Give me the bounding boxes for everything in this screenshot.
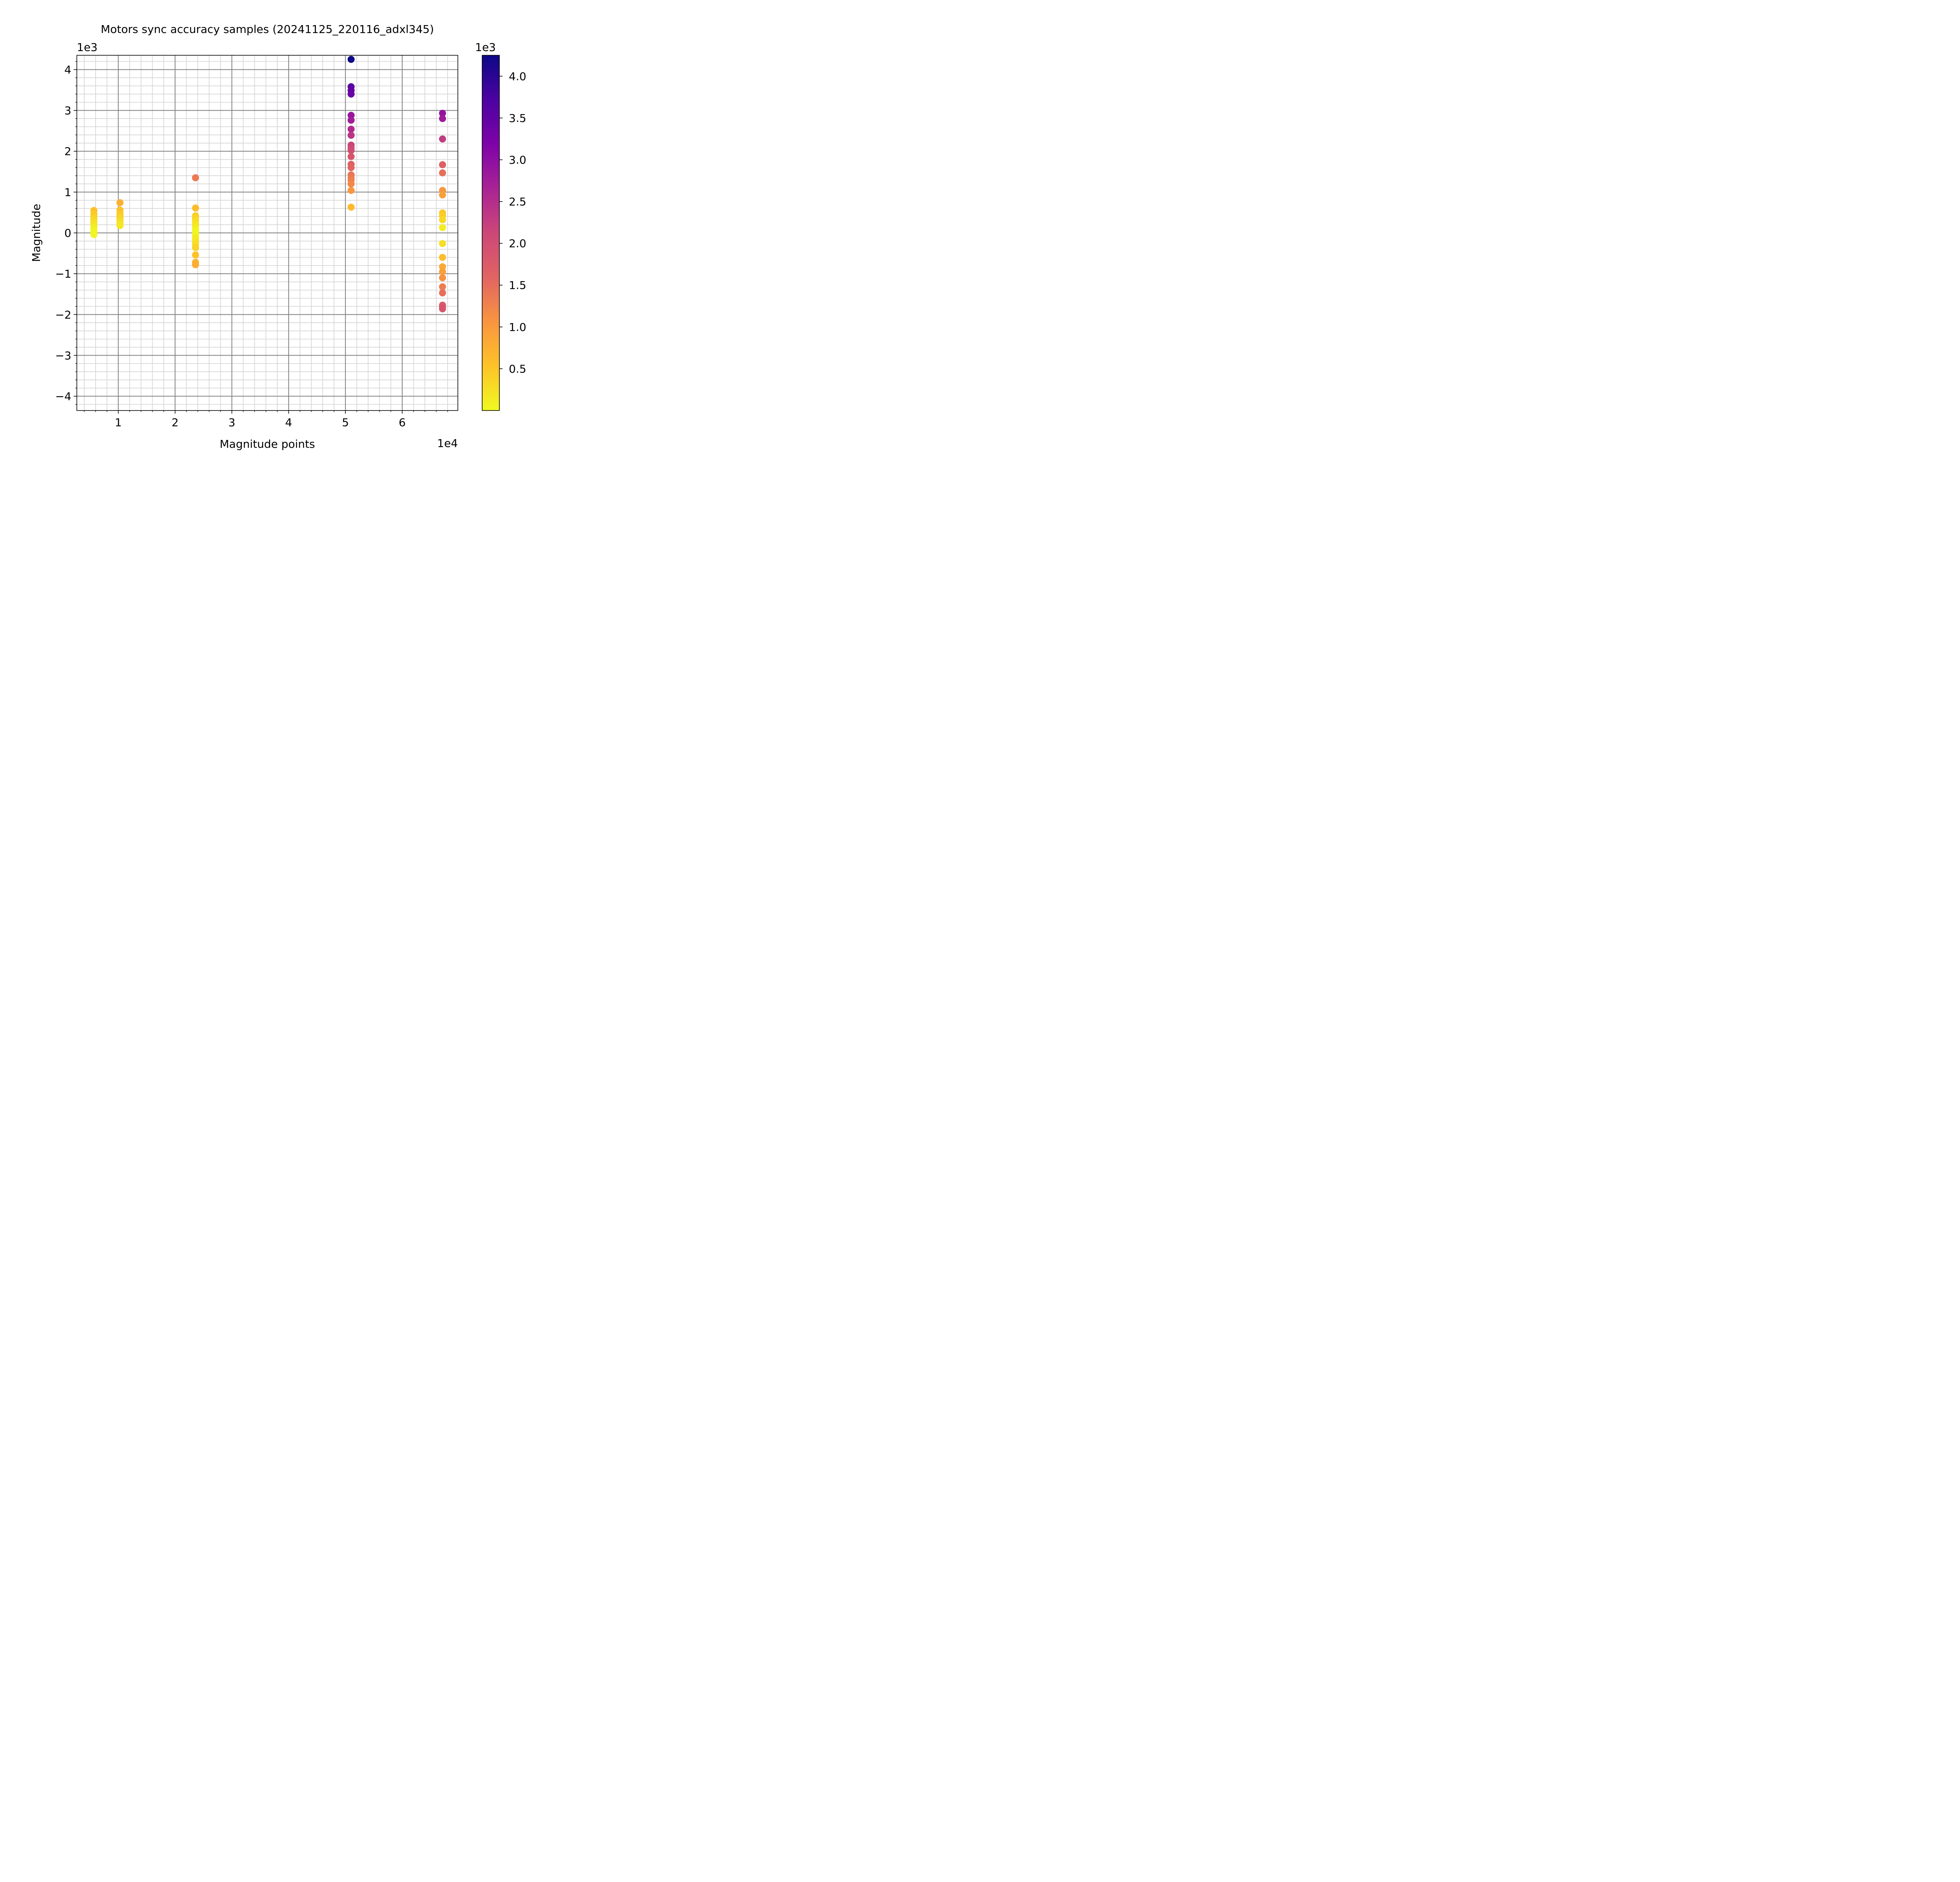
scatter-point xyxy=(347,153,355,160)
colorbar-offset-label: 1e3 xyxy=(475,41,496,54)
colorbar-tick-label: 1.5 xyxy=(509,279,526,292)
scatter-point xyxy=(90,231,98,238)
x-axis-label: Magnitude points xyxy=(220,438,315,451)
scatter-point xyxy=(439,115,446,122)
colorbar-tick-label: 1.0 xyxy=(509,321,526,334)
y-tick-label: −3 xyxy=(55,349,71,362)
scatter-point xyxy=(347,125,355,133)
scatter-point xyxy=(439,283,446,291)
x-tick-label: 3 xyxy=(229,416,236,429)
scatter-point xyxy=(439,268,446,275)
scatter-point xyxy=(439,224,446,231)
y-tick-label: 4 xyxy=(64,63,71,76)
colorbar-tick-label: 2.5 xyxy=(509,195,526,208)
scatter-point xyxy=(439,135,446,143)
y-offset-label: 1e3 xyxy=(77,41,98,54)
scatter-point xyxy=(347,180,355,188)
scatter-point xyxy=(347,56,355,63)
colorbar-tick-label: 3.0 xyxy=(509,153,526,166)
axis-ticks: 1 2 3 4 5 6 −4 −3 −2 −1 0 1 2 3 4 xyxy=(55,61,448,429)
scatter-point xyxy=(192,204,199,212)
y-tick-label: −2 xyxy=(55,308,71,321)
y-tick-label: 1 xyxy=(64,186,71,199)
x-tick-label: 2 xyxy=(172,416,179,429)
colorbar-tick-label: 2.0 xyxy=(509,237,526,250)
colorbar-tick-label: 4.0 xyxy=(509,70,526,83)
scatter-point xyxy=(192,174,199,182)
x-tick-label: 4 xyxy=(285,416,292,429)
scatter-point xyxy=(439,161,446,169)
scatter-point xyxy=(192,244,199,251)
chart-title: Motors sync accuracy samples (20241125_2… xyxy=(101,23,434,36)
scatter-point xyxy=(116,222,124,229)
scatter-chart: 1 2 3 4 5 6 −4 −3 −2 −1 0 1 2 3 4 Motors sync accuracy… xyxy=(30,23,526,451)
scatter-point xyxy=(439,274,446,282)
x-tick-label: 6 xyxy=(399,416,406,429)
scatter-point xyxy=(439,191,446,199)
colorbar-ticks: 0.5 1.0 1.5 2.0 2.5 3.0 3.5 4.0 xyxy=(499,70,526,375)
y-tick-label: 2 xyxy=(64,145,71,158)
chart-figure: 1 2 3 4 5 6 −4 −3 −2 −1 0 1 2 3 4 Motors sync accuracy… xyxy=(0,0,608,456)
colorbar-tick-label: 3.5 xyxy=(509,112,526,125)
scatter-points xyxy=(90,56,446,312)
scatter-point xyxy=(439,216,446,223)
scatter-point xyxy=(439,263,446,271)
x-tick-label: 1 xyxy=(115,416,122,429)
x-tick-label: 5 xyxy=(342,416,349,429)
scatter-point xyxy=(347,112,355,119)
y-tick-label: 0 xyxy=(64,227,71,240)
major-grid xyxy=(77,55,458,411)
scatter-point xyxy=(347,116,355,124)
y-tick-label: 3 xyxy=(64,104,71,117)
y-axis-label: Magnitude xyxy=(30,204,43,262)
scatter-point xyxy=(347,203,355,211)
scatter-point xyxy=(347,164,355,171)
scatter-point xyxy=(192,251,199,259)
scatter-point xyxy=(347,187,355,194)
colorbar: 1e3 0.5 1.0 1.5 2.0 2.5 3.0 3.5 4.0 xyxy=(475,41,526,411)
scatter-point xyxy=(116,199,124,206)
scatter-point xyxy=(439,240,446,247)
scatter-point xyxy=(439,254,446,261)
scatter-point xyxy=(192,261,199,269)
scatter-point xyxy=(439,109,446,117)
scatter-point xyxy=(347,147,355,154)
colorbar-gradient xyxy=(482,55,500,411)
y-tick-label: −4 xyxy=(55,390,71,403)
scatter-point xyxy=(439,305,446,312)
x-offset-label: 1e4 xyxy=(437,437,458,450)
scatter-point xyxy=(439,169,446,176)
y-tick-label: −1 xyxy=(55,267,71,280)
scatter-point xyxy=(439,289,446,297)
scatter-point xyxy=(347,132,355,139)
colorbar-tick-label: 0.5 xyxy=(509,362,526,375)
scatter-point xyxy=(347,90,355,98)
